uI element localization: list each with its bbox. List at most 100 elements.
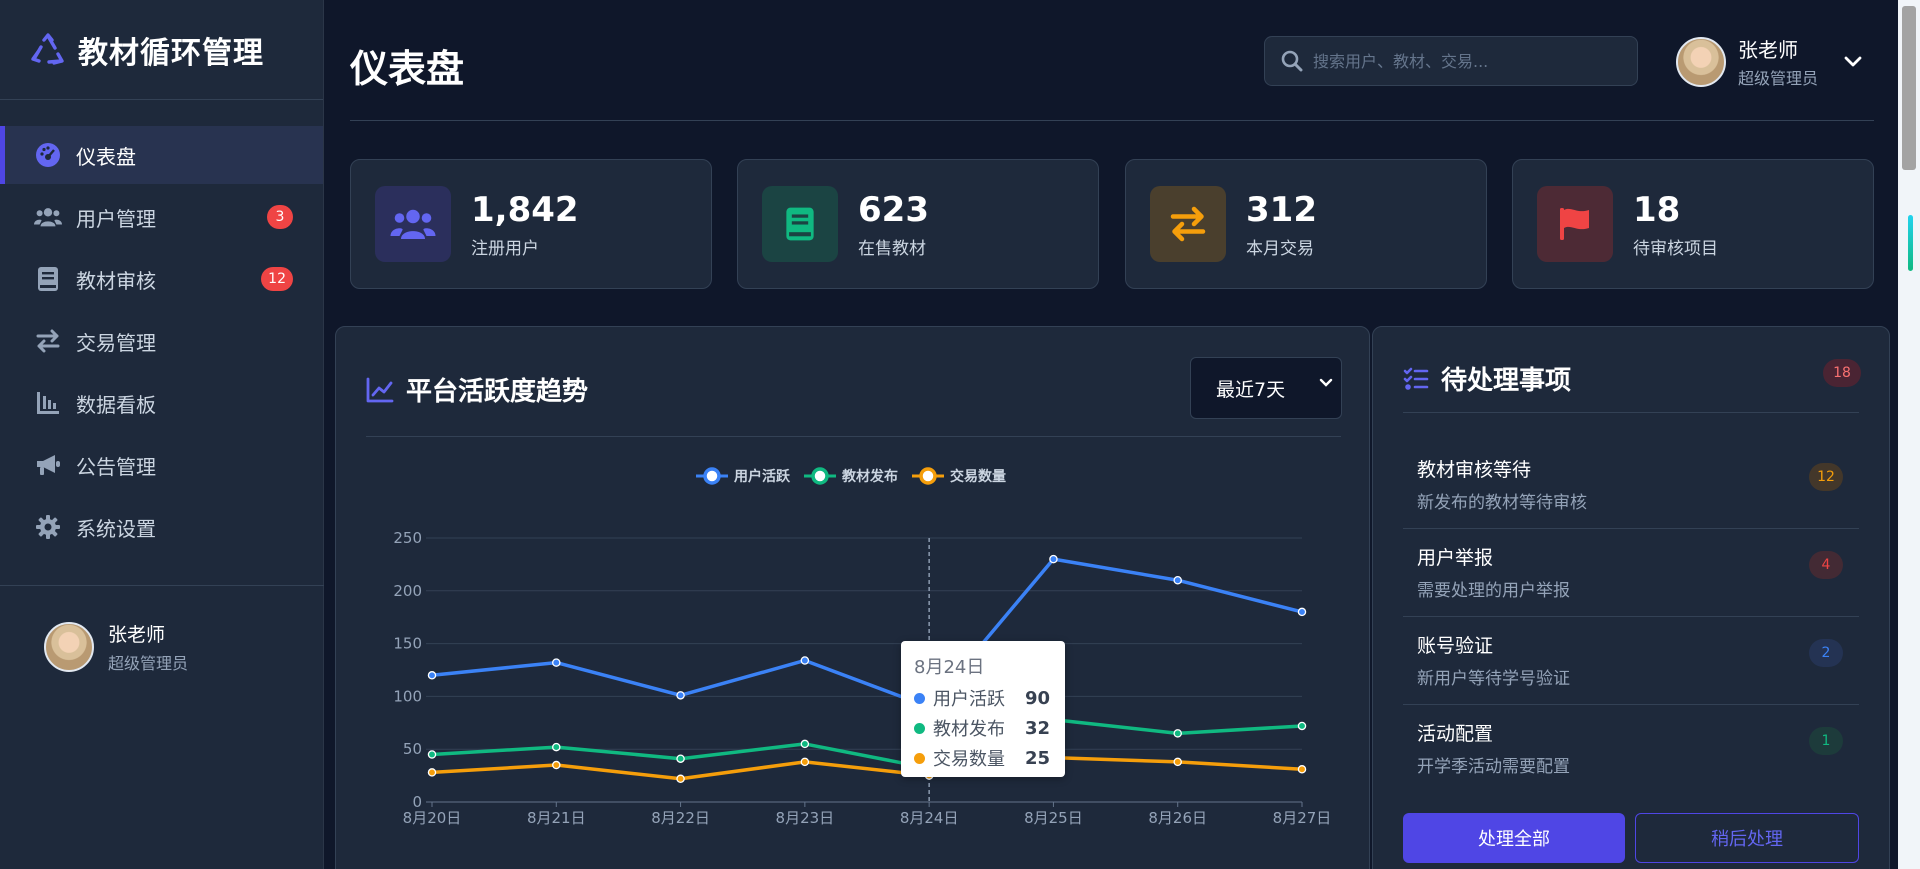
legend-dot bbox=[914, 752, 925, 764]
exchange-icon bbox=[1150, 186, 1226, 262]
chart-tooltip: 8月24日 用户活跃 90 教材发布 32 交易数量 25 bbox=[901, 641, 1065, 777]
scrollbar-thumb[interactable] bbox=[1902, 6, 1916, 170]
data-point bbox=[800, 739, 810, 749]
sidebar-item-users[interactable]: 用户管理 3 bbox=[0, 188, 323, 246]
todo-panel: 待处理事项 18 教材审核等待 新发布的教材等待审核 12 用户举报 需要处理的… bbox=[1372, 326, 1890, 869]
header-user-menu[interactable]: 张老师 超级管理员 bbox=[1676, 34, 1862, 89]
tooltip-value: 25 bbox=[1024, 747, 1050, 769]
sidebar-nav: 仪表盘 用户管理 3 教材审核 12 交易管理 数据看板 bbox=[0, 100, 323, 556]
search-box[interactable] bbox=[1264, 36, 1638, 86]
user-role: 超级管理员 bbox=[1738, 69, 1819, 88]
y-tick-label: 250 bbox=[393, 529, 422, 547]
data-point bbox=[800, 757, 810, 767]
sidebar-user[interactable]: 张老师 超级管理员 bbox=[44, 620, 188, 674]
series-line bbox=[431, 755, 1303, 781]
data-point bbox=[1173, 575, 1182, 585]
avatar bbox=[44, 622, 94, 672]
sidebar-item-data[interactable]: 数据看板 bbox=[0, 374, 323, 432]
data-point bbox=[1173, 757, 1182, 767]
data-point bbox=[552, 742, 561, 752]
chevron-down-icon[interactable] bbox=[1844, 56, 1862, 68]
dashboard-icon bbox=[34, 141, 62, 169]
sidebar-item-label: 公告管理 bbox=[76, 454, 156, 479]
legend-marker bbox=[919, 467, 937, 485]
todo-item[interactable]: 用户举报 需要处理的用户举报 4 bbox=[1403, 529, 1859, 617]
todo-item-title: 账号验证 bbox=[1417, 635, 1494, 657]
page-scrollbar[interactable] bbox=[1898, 0, 1920, 869]
x-tick-label: 8月25日 bbox=[1024, 809, 1083, 827]
tooltip-series-name: 教材发布 bbox=[933, 719, 1005, 740]
todo-item-count: 2 bbox=[1809, 639, 1843, 667]
data-point bbox=[676, 691, 685, 700]
stat-card-users[interactable]: 1,842 注册用户 bbox=[350, 159, 712, 289]
todo-item-desc: 新用户等待学号验证 bbox=[1417, 669, 1570, 689]
stat-card-transactions[interactable]: 312 本月交易 bbox=[1125, 159, 1487, 289]
x-tick-label: 8月27日 bbox=[1273, 809, 1332, 827]
y-tick-label: 50 bbox=[403, 740, 422, 758]
data-point bbox=[552, 760, 561, 770]
todo-item-title: 用户举报 bbox=[1417, 547, 1494, 569]
series-line bbox=[431, 717, 1303, 770]
stat-value: 623 bbox=[858, 189, 929, 230]
todo-item[interactable]: 教材审核等待 新发布的教材等待审核 12 bbox=[1403, 441, 1859, 529]
x-tick-label: 8月20日 bbox=[403, 809, 462, 827]
sidebar-item-transactions[interactable]: 交易管理 bbox=[0, 312, 323, 370]
process-all-button[interactable]: 处理全部 bbox=[1403, 813, 1625, 863]
date-range-select[interactable]: 最近7天 bbox=[1190, 357, 1342, 419]
sidebar-item-review[interactable]: 教材审核 12 bbox=[0, 250, 323, 308]
activity-line-chart[interactable]: 0 50 100 150 200 250 8月20日 8月21日 8月22日 8月23日 8月24日… bbox=[336, 327, 1371, 869]
sidebar-item-announcements[interactable]: 公告管理 bbox=[0, 436, 323, 494]
data-point bbox=[800, 656, 810, 665]
todo-item-title: 活动配置 bbox=[1417, 723, 1494, 745]
chart-title: 平台活跃度趋势 bbox=[366, 371, 588, 408]
todo-item[interactable]: 账号验证 新用户等待学号验证 2 bbox=[1403, 617, 1859, 705]
sidebar-item-settings[interactable]: 系统设置 bbox=[0, 498, 323, 556]
chart-title-text: 平台活跃度趋势 bbox=[406, 377, 589, 407]
sidebar-item-label: 仪表盘 bbox=[76, 144, 136, 169]
todo-item[interactable]: 活动配置 开学季活动需要配置 1 bbox=[1403, 705, 1859, 793]
notification-badge: 3 bbox=[267, 205, 293, 229]
stat-card-books[interactable]: 623 在售教材 bbox=[737, 159, 1099, 289]
x-tick-label: 8月21日 bbox=[527, 809, 586, 827]
stat-value: 1,842 bbox=[471, 189, 579, 230]
data-point bbox=[676, 774, 685, 784]
sidebar-item-dashboard[interactable]: 仪表盘 bbox=[0, 126, 323, 184]
legend-label: 交易数量 bbox=[950, 468, 1006, 485]
stat-card-pending[interactable]: 18 待审核项目 bbox=[1512, 159, 1874, 289]
app-logo[interactable]: 教材循环管理 bbox=[0, 0, 323, 100]
todo-item-title: 教材审核等待 bbox=[1417, 459, 1532, 481]
sidebar-item-label: 用户管理 bbox=[76, 206, 156, 231]
search-input[interactable] bbox=[1313, 51, 1613, 71]
data-point bbox=[676, 754, 685, 763]
search-icon bbox=[1281, 50, 1303, 72]
user-role: 超级管理员 bbox=[108, 654, 189, 673]
tooltip-title: 8月24日 bbox=[914, 657, 985, 678]
line-chart-icon bbox=[366, 377, 394, 402]
stat-label: 待审核项目 bbox=[1633, 238, 1718, 259]
sidebar-item-label: 交易管理 bbox=[76, 330, 156, 355]
x-tick-label: 8月23日 bbox=[776, 809, 835, 827]
data-point bbox=[427, 750, 437, 759]
todo-count-badge: 18 bbox=[1823, 359, 1861, 387]
todo-item-count: 4 bbox=[1809, 551, 1843, 579]
book-icon bbox=[34, 265, 62, 293]
recycle-icon bbox=[31, 32, 64, 65]
tooltip-row: 教材发布 32 bbox=[914, 713, 1052, 743]
users-icon bbox=[375, 186, 451, 262]
avatar bbox=[1676, 36, 1726, 87]
chevron-down-icon bbox=[1319, 378, 1333, 387]
data-point bbox=[1297, 607, 1307, 617]
tooltip-row: 用户活跃 90 bbox=[914, 683, 1052, 713]
data-point bbox=[427, 671, 437, 680]
scroll-indicator bbox=[1908, 215, 1913, 271]
date-range-value: 最近7天 bbox=[1216, 378, 1286, 401]
user-name: 张老师 bbox=[108, 624, 166, 646]
sidebar-item-label: 数据看板 bbox=[76, 392, 156, 417]
bar-chart-icon bbox=[34, 389, 62, 417]
process-later-button[interactable]: 稍后处理 bbox=[1635, 813, 1859, 863]
tooltip-value: 32 bbox=[1024, 717, 1050, 739]
legend-dot bbox=[914, 692, 925, 704]
stat-value: 18 bbox=[1633, 189, 1681, 230]
todo-header-divider bbox=[1403, 412, 1859, 413]
users-icon bbox=[34, 203, 62, 231]
